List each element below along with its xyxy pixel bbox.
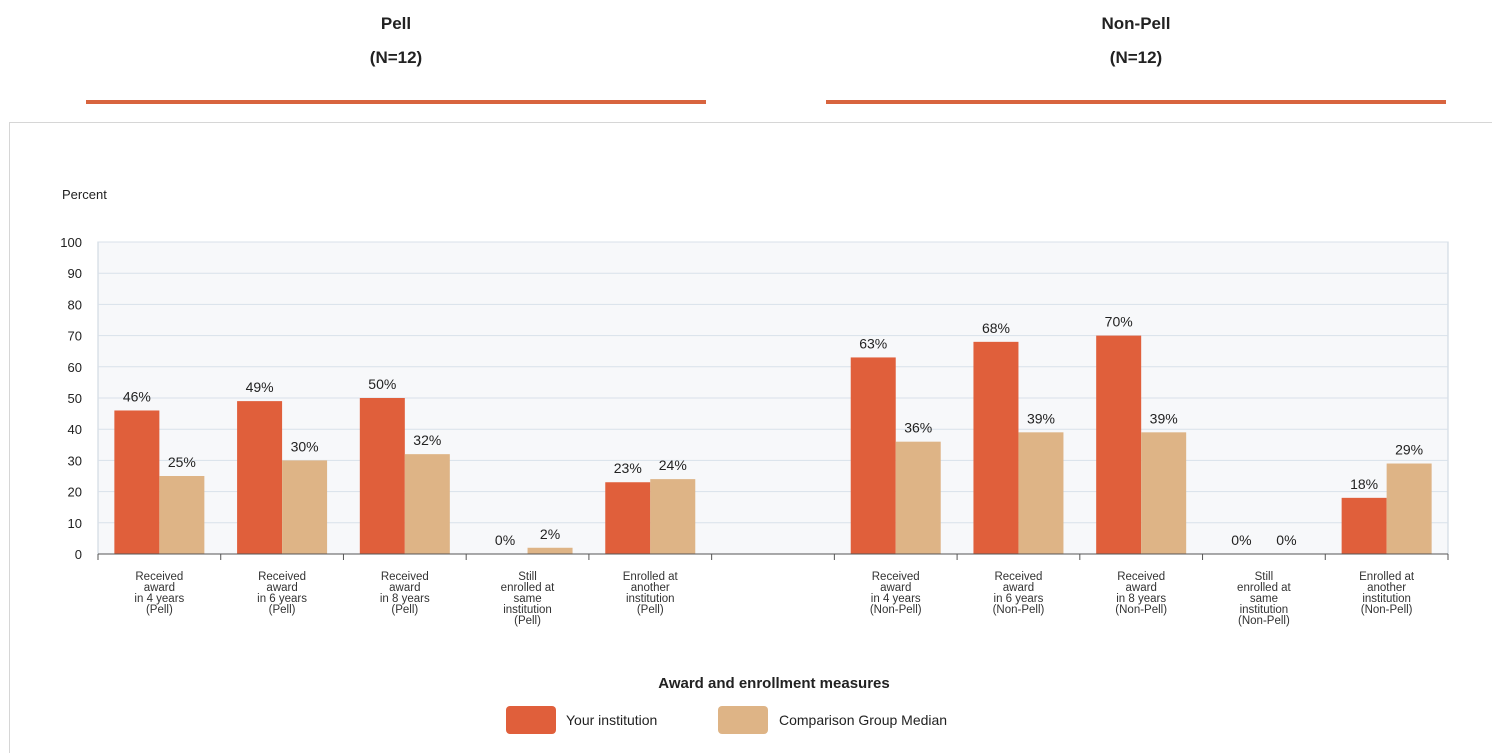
bar-your-institution-7 [973, 341, 1019, 554]
bar-your-institution-0 [114, 410, 160, 554]
nonpell-group-rule [826, 100, 1446, 104]
data-label: 0% [1276, 532, 1296, 548]
x-tick-label: Received award in 6 years (Pell) [257, 571, 307, 616]
x-tick-label: Received award in 6 years (Non-Pell) [993, 571, 1045, 616]
y-tick-label: 40 [68, 422, 82, 437]
bar-comparison-median-1 [282, 460, 328, 554]
y-tick-label: 30 [68, 453, 82, 468]
bar-your-institution-8 [1096, 335, 1142, 554]
bar-your-institution-10 [1341, 497, 1387, 554]
data-label: 2% [540, 526, 560, 542]
y-tick-label: 50 [68, 391, 82, 406]
data-labels: 46% 25% 49% 30% 50% 32% 0% 2% 23% 24% 63% 36% 68% 39%… [123, 314, 1423, 548]
x-tick-label: Received award in 4 years (Non-Pell) [870, 571, 922, 616]
y-tick-label: 10 [68, 516, 82, 531]
x-tick-label: Enrolled at another institution (Pell) [623, 571, 679, 616]
data-label: 68% [982, 320, 1010, 336]
data-label: 46% [123, 388, 151, 404]
data-label: 25% [168, 454, 196, 470]
bar-comparison-median-0 [159, 476, 205, 554]
pell-group-title: Pell [380, 14, 412, 33]
nonpell-group-title: Non-Pell [1101, 14, 1171, 33]
x-tick-labels: Received award in 4 years (Pell) Received awa… [134, 571, 1414, 627]
pell-group-rule [86, 100, 706, 104]
bar-comparison-median-7 [1018, 432, 1064, 554]
y-tick-label: 90 [68, 266, 82, 281]
nonpell-group-header: Non-Pell (N=12) [826, 0, 1446, 106]
data-label: 23% [614, 460, 642, 476]
bar-your-institution-1 [237, 401, 283, 554]
chart-frame [9, 122, 1492, 753]
bar-comparison-median-6 [895, 441, 941, 554]
legend-swatch-your-institution [506, 706, 556, 734]
y-axis-label: Percent [62, 187, 107, 202]
data-label: 24% [659, 457, 687, 473]
pell-group-header: Pell (N=12) [86, 0, 706, 106]
data-label: 39% [1027, 410, 1055, 426]
bar-comparison-median-4 [650, 479, 696, 554]
y-tick-label: 80 [68, 297, 82, 312]
x-tick-label: Received award in 8 years (Pell) [380, 571, 430, 616]
data-label: 63% [859, 335, 887, 351]
legend-label-your-institution: Your institution [566, 712, 657, 728]
bar-comparison-median-2 [404, 454, 450, 554]
x-tick-label: Enrolled at another institution (Non-Pell) [1359, 571, 1415, 616]
bar-comparison-median-3 [527, 547, 573, 554]
legend-swatch-comparison-group-median [718, 706, 768, 734]
data-label: 30% [291, 438, 319, 454]
data-label: 50% [368, 376, 396, 392]
y-tick-label: 70 [68, 329, 82, 344]
nonpell-group-count: (N=12) [1109, 48, 1163, 67]
data-label: 0% [1231, 532, 1251, 548]
bar-comparison-median-10 [1386, 463, 1432, 554]
legend: Your institution Comparison Group Median [506, 706, 947, 734]
y-tick-label: 60 [68, 360, 82, 375]
data-label: 36% [904, 420, 932, 436]
data-label: 29% [1395, 442, 1423, 458]
y-tick-label: 20 [68, 485, 82, 500]
bar-comparison-median-8 [1141, 432, 1187, 554]
x-axis [97, 553, 1449, 560]
data-label: 49% [246, 379, 274, 395]
legend-label-comparison-group-median: Comparison Group Median [779, 712, 947, 728]
data-label: 70% [1105, 314, 1133, 330]
data-label: 39% [1150, 410, 1178, 426]
bar-your-institution-6 [850, 357, 896, 554]
y-tick-label: 0 [75, 547, 82, 562]
pell-group-count: (N=12) [369, 48, 423, 67]
x-tick-label: Received award in 8 years (Non-Pell) [1115, 571, 1167, 616]
data-label: 0% [495, 532, 515, 548]
data-label: 32% [413, 432, 441, 448]
bars [114, 335, 1432, 554]
data-label: 18% [1350, 476, 1378, 492]
y-tick-label: 100 [60, 235, 82, 250]
bar-your-institution-2 [359, 398, 405, 554]
x-tick-label: Still enrolled at same institution (Non-Pell… [1237, 571, 1292, 627]
y-ticks: 0 10 20 30 40 50 60 70 80 90 100 [60, 235, 82, 562]
bar-your-institution-4 [605, 482, 651, 554]
x-tick-label: Still enrolled at same institution (Pell) [501, 571, 556, 627]
x-tick-label: Received award in 4 years (Pell) [134, 571, 184, 616]
x-axis-label: Award and enrollment measures [658, 675, 889, 692]
